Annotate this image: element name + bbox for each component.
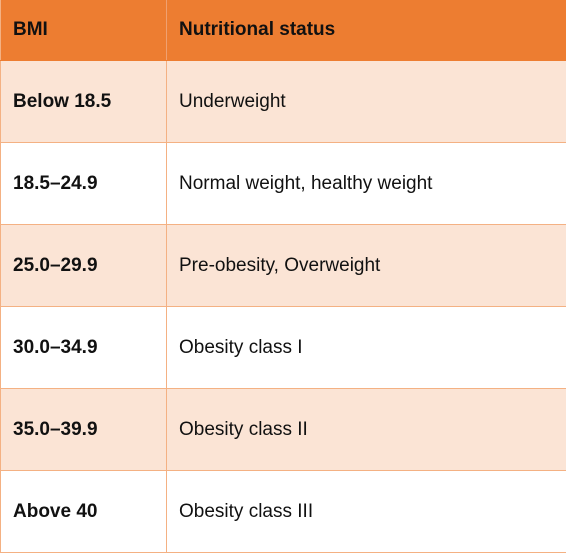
nutritional-status-cell: Pre-obesity, Overweight: [166, 224, 566, 307]
nutritional-status-cell: Obesity class III: [166, 470, 566, 553]
bmi-range-cell: 30.0–34.9: [0, 306, 167, 389]
table-row: Above 40 Obesity class III: [0, 470, 566, 553]
table-header: BMI Nutritional status: [0, 0, 566, 61]
header-nutritional-status: Nutritional status: [166, 0, 566, 61]
table-row: 30.0–34.9 Obesity class I: [0, 306, 566, 389]
bmi-range-cell: Below 18.5: [0, 60, 167, 143]
table-body: Below 18.5 Underweight 18.5–24.9 Normal …: [0, 60, 566, 553]
header-bmi: BMI: [0, 0, 167, 61]
header-row: BMI Nutritional status: [0, 0, 566, 61]
bmi-range-cell: Above 40: [0, 470, 167, 553]
nutritional-status-cell: Obesity class II: [166, 388, 566, 471]
nutritional-status-cell: Underweight: [166, 60, 566, 143]
bmi-range-cell: 25.0–29.9: [0, 224, 167, 307]
bmi-range-cell: 35.0–39.9: [0, 388, 167, 471]
table-row: 25.0–29.9 Pre-obesity, Overweight: [0, 224, 566, 307]
bmi-range-cell: 18.5–24.9: [0, 142, 167, 225]
table-row: 18.5–24.9 Normal weight, healthy weight: [0, 142, 566, 225]
table-row: 35.0–39.9 Obesity class II: [0, 388, 566, 471]
nutritional-status-cell: Obesity class I: [166, 306, 566, 389]
nutritional-status-cell: Normal weight, healthy weight: [166, 142, 566, 225]
table-row: Below 18.5 Underweight: [0, 60, 566, 143]
